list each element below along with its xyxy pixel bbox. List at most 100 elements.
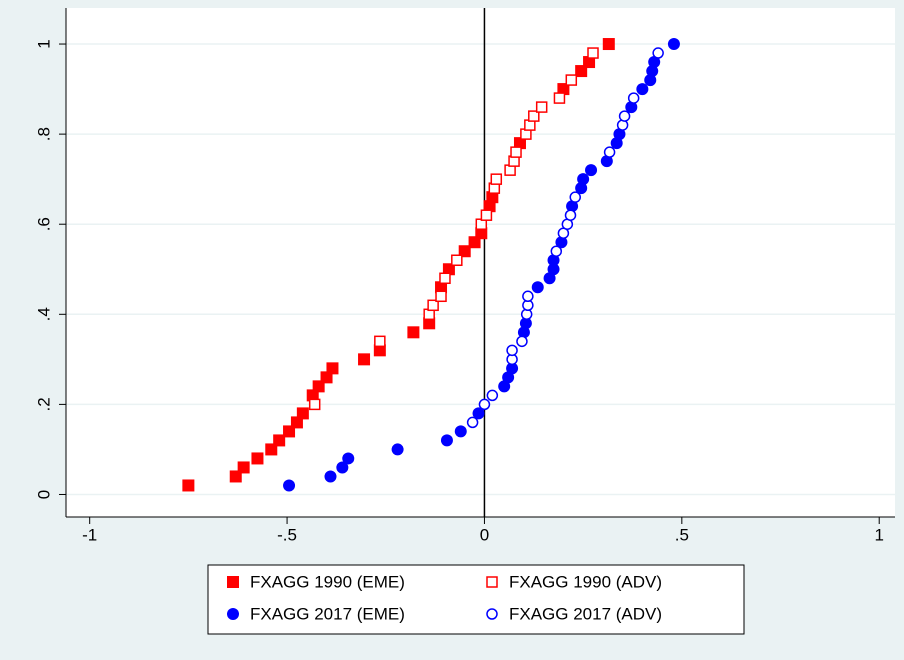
legend-label: FXAGG 2017 (EME) [250,604,405,623]
point [519,317,532,330]
point [439,272,451,285]
point [490,173,503,185]
y-tick-label: 1 [34,39,53,48]
point [564,209,577,221]
legend-marker [227,576,239,588]
x-tick-label: 0 [480,525,489,544]
point [283,479,296,492]
point [535,101,548,113]
point [391,443,404,456]
point [636,83,649,96]
legend-box [207,564,745,635]
point [451,254,463,266]
point [517,326,530,339]
point [296,407,309,420]
point [566,200,579,213]
point [458,245,471,258]
point [423,317,436,330]
point [229,470,242,483]
point [237,461,250,474]
legend-label: FXAGG 1990 (ADV) [509,572,662,591]
point [602,38,615,51]
point [475,227,488,240]
point [320,371,333,384]
point [478,398,491,411]
point [528,110,540,122]
point [618,110,631,122]
point [373,344,386,357]
y-tick-label: 0 [34,490,53,499]
point [553,92,566,104]
point [516,335,528,348]
legend-marker [227,608,239,620]
point [407,326,420,339]
point [336,461,349,474]
point [555,236,568,249]
point [312,380,325,393]
point [308,398,321,411]
point [486,389,499,402]
point [506,362,519,375]
point [625,101,638,114]
point [577,173,590,186]
point [435,281,448,294]
point [610,137,623,150]
point [644,74,657,87]
point [513,137,526,150]
y-tick-label: .2 [34,397,53,411]
point [613,128,626,141]
point [667,38,680,51]
plot-area [66,8,895,517]
legend-label: FXAGG 1990 (EME) [250,572,405,591]
point [374,335,386,348]
point [306,389,319,402]
point [486,191,499,204]
point [600,155,613,168]
point [575,65,588,78]
point [472,407,485,420]
y-tick-label: .8 [34,127,53,141]
point [468,236,481,249]
legend-marker [486,608,498,620]
point [510,146,522,158]
point [324,470,337,483]
legend-label: FXAGG 2017 (ADV) [509,604,662,623]
point [442,263,455,276]
point [648,56,661,69]
point [273,434,286,447]
point [557,83,570,96]
point [283,425,296,438]
point [547,254,560,267]
x-tick-label: -.5 [277,525,297,544]
point [342,452,355,465]
point [480,209,493,221]
x-tick-label: .5 [675,525,689,544]
x-tick-label: -1 [82,525,97,544]
point [585,164,598,177]
point [583,56,596,69]
point [547,263,560,276]
point [603,146,616,158]
point [627,92,640,104]
point [587,47,599,59]
point [435,290,447,303]
legend-marker [486,576,498,588]
point [543,272,556,285]
point [522,290,534,303]
point [575,182,588,195]
point [531,281,544,294]
point [506,344,518,357]
y-tick-label: .4 [34,307,53,321]
point [550,245,563,257]
point [427,299,439,312]
point [326,362,339,375]
y-tick-label: .6 [34,217,53,231]
point [265,443,278,456]
point [440,434,453,447]
point [182,479,195,492]
point [565,74,578,86]
point [251,452,264,465]
point [290,416,303,429]
point [498,380,511,393]
